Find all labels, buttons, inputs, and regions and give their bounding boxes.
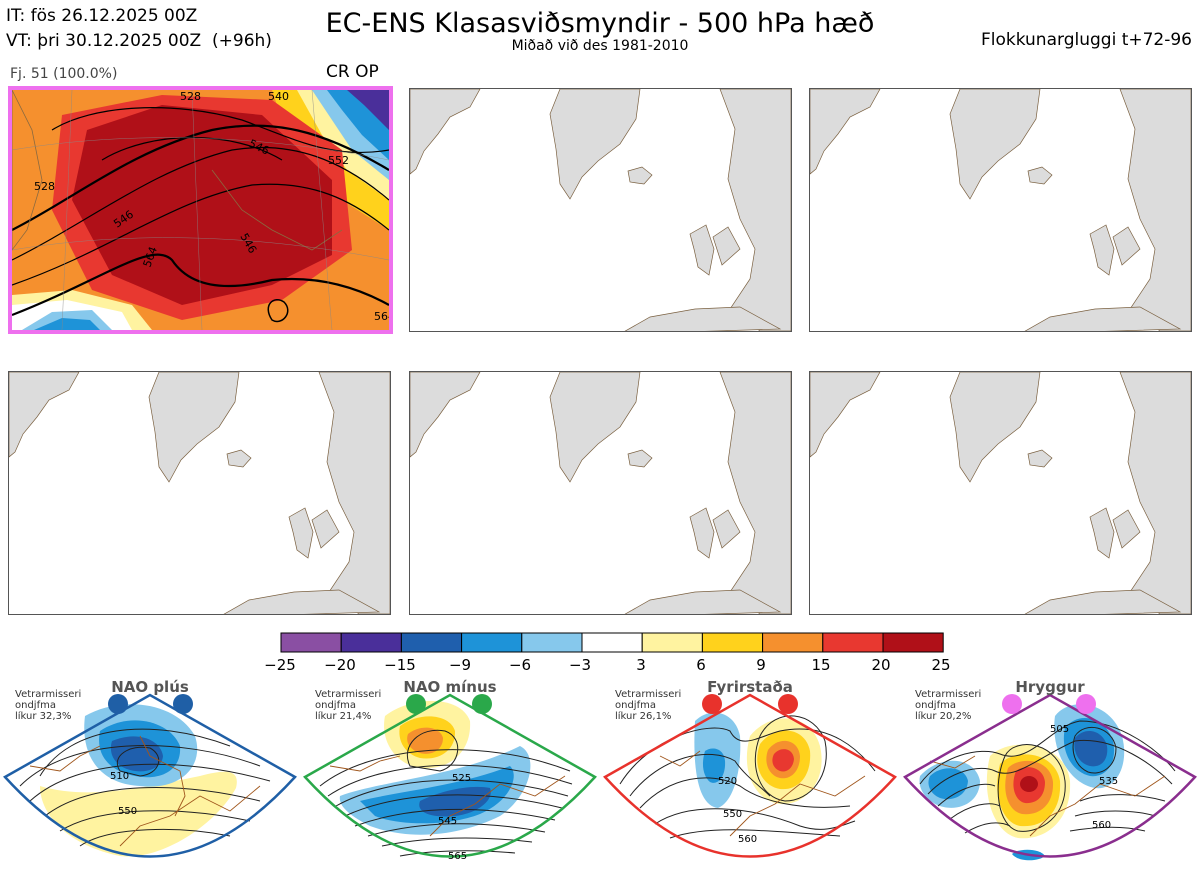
regime-map: 520 550 560: [603, 693, 897, 858]
regime-name: Hryggur: [1015, 678, 1085, 696]
run-info: IT: fös 26.12.2025 00Z VT: þri 30.12.2025…: [6, 4, 272, 54]
classification-window: Flokkunargluggi t+72-96: [980, 30, 1192, 50]
cluster-map-panel-6[interactable]: [809, 371, 1192, 615]
cluster-anomaly-map: 528 528 546 546 552 540 546 564 564: [12, 90, 389, 330]
regime-probability: líkur 26,1%: [615, 711, 672, 722]
map-background: [410, 372, 791, 614]
colorbar-tick: −15: [384, 656, 416, 674]
regime-nao-minus[interactable]: 525 545 565 NAO mínus Vetrarmisseri ondj…: [300, 676, 600, 871]
regime-info: Vetrarmisseri ondjfma líkur 32,3%: [15, 689, 81, 722]
regime-months: ondjfma: [15, 700, 56, 711]
regime-map: 505 535 560: [903, 693, 1197, 861]
regime-name: Fyrirstaða: [707, 678, 793, 696]
colorbar-tick: 3: [636, 656, 646, 674]
colorbar-tick: −3: [568, 656, 592, 674]
colorbar-tick: −6: [508, 656, 532, 674]
regime-ridge[interactable]: 505 535 560 Hryggur Vetrarmisseri ondjfm…: [900, 676, 1200, 871]
regime-name: NAO mínus: [403, 678, 497, 696]
regime-season: Vetrarmisseri: [315, 689, 382, 700]
colorbar-box: [280, 632, 342, 653]
contour-label: 560: [1092, 820, 1111, 831]
contour-label: 540: [268, 90, 289, 103]
contour-label: 505: [1050, 724, 1069, 735]
init-time: IT: fös 26.12.2025 00Z: [6, 6, 198, 26]
colorbar-box: [641, 632, 703, 653]
contour-label: 550: [118, 806, 137, 817]
colorbar-box: [762, 632, 824, 653]
colorbar-box: [822, 632, 884, 653]
regime-info: Vetrarmisseri ondjfma líkur 26,1%: [615, 689, 681, 722]
map-background: [9, 372, 390, 614]
regime-name: NAO plús: [111, 678, 189, 696]
contour-label: 520: [718, 776, 737, 787]
colorbar-box: [701, 632, 764, 653]
contour-label: 550: [723, 809, 742, 820]
colorbar-box: [340, 632, 402, 653]
cluster-map-panel-5[interactable]: [409, 371, 792, 615]
contour-label: 535: [1099, 776, 1118, 787]
colorbar-tick: 25: [931, 656, 951, 674]
cluster-tag: CR OP: [326, 62, 379, 82]
contour-label: 528: [180, 90, 201, 103]
colorbar-box: [461, 632, 523, 653]
regime-blocking[interactable]: 520 550 560 Fyrirstaða Vetrarmisseri ond…: [600, 676, 900, 871]
colorbar-tick: 20: [871, 656, 891, 674]
cluster-map-panel[interactable]: 528 528 546 546 552 540 546 564 564: [8, 86, 393, 334]
regime-months: ondjfma: [615, 700, 656, 711]
contour-label: 545: [438, 816, 457, 827]
colorbar-tick: 6: [696, 656, 706, 674]
contour-label: 564: [374, 310, 389, 323]
colorbar-tick: 15: [811, 656, 831, 674]
map-background: [410, 89, 791, 331]
colorbar: [280, 632, 944, 653]
regime-map: 510 550: [3, 693, 297, 858]
contour-label: 560: [738, 834, 757, 845]
valid-time: VT: þri 30.12.2025 00Z (+96h): [6, 31, 272, 51]
colorbar-box: [400, 632, 463, 653]
regime-season: Vetrarmisseri: [15, 689, 82, 700]
regime-season: Vetrarmisseri: [615, 689, 682, 700]
contour-label: 525: [452, 773, 471, 784]
contour-label: 510: [110, 771, 129, 782]
regime-info: Vetrarmisseri ondjfma líkur 21,4%: [315, 689, 381, 722]
colorbar-tick: 9: [756, 656, 766, 674]
map-background: [810, 372, 1191, 614]
colorbar-tick: −9: [448, 656, 472, 674]
contour-label: 528: [34, 180, 55, 193]
contour-label: 552: [328, 154, 349, 167]
regime-season: Vetrarmisseri: [915, 689, 982, 700]
contour-label: 565: [448, 851, 467, 862]
cluster-map-panel-4[interactable]: [8, 371, 391, 615]
cluster-label: Fj. 51 (100.0%): [10, 66, 118, 82]
page-title: EC-ENS Klasasviðsmyndir - 500 hPa hæð: [325, 8, 875, 39]
cluster-map-panel-2[interactable]: [409, 88, 792, 332]
colorbar-tick: −20: [324, 656, 356, 674]
regime-probability: líkur 21,4%: [315, 711, 372, 722]
regime-months: ondjfma: [915, 700, 956, 711]
colorbar-box: [581, 632, 643, 653]
page-subtitle: Miðað við des 1981-2010: [511, 38, 689, 54]
regime-nao-plus[interactable]: 510 550 NAO plús Vetrarmisseri ondjfma l…: [0, 676, 300, 871]
regime-map: 525 545 565: [303, 693, 597, 862]
regime-probability: líkur 20,2%: [915, 711, 972, 722]
colorbar-box: [882, 632, 944, 653]
regime-info: Vetrarmisseri ondjfma líkur 20,2%: [915, 689, 981, 722]
colorbar-tick: −25: [264, 656, 296, 674]
map-background: [810, 89, 1191, 331]
regime-probability: líkur 32,3%: [15, 711, 72, 722]
colorbar-box: [521, 632, 583, 653]
cluster-map-panel-3[interactable]: [809, 88, 1192, 332]
regime-months: ondjfma: [315, 700, 356, 711]
